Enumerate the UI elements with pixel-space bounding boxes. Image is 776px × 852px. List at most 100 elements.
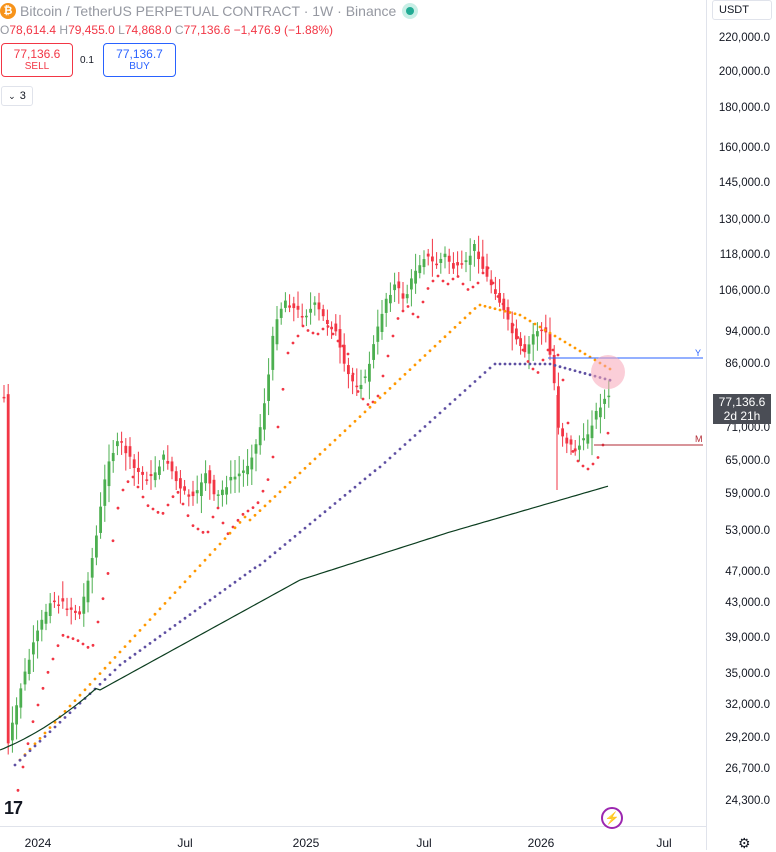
ma-orange-point xyxy=(448,330,452,334)
candle-body xyxy=(221,489,224,496)
candle-body xyxy=(6,394,10,744)
ma-orange-point xyxy=(118,650,122,654)
bar-countdown: 2d 21h xyxy=(723,409,761,423)
candle-body xyxy=(338,329,342,348)
ma-purple-point xyxy=(548,362,552,366)
ma-orange-point xyxy=(193,569,197,573)
ma-red-point xyxy=(186,514,190,518)
ma-purple-point xyxy=(403,443,407,446)
ma-orange-point xyxy=(218,542,222,546)
ma-red-point xyxy=(76,639,80,643)
ma-purple-point xyxy=(108,673,112,677)
indicators-toggle-button[interactable]: ⌄ 3 xyxy=(1,86,33,106)
ma-red-point xyxy=(86,645,90,649)
candle-body xyxy=(11,722,14,741)
ma-orange-point xyxy=(243,515,247,519)
candle-body xyxy=(65,608,69,610)
ma-orange-point xyxy=(273,495,277,498)
ma-purple-point xyxy=(553,363,557,367)
ma-red-point xyxy=(511,323,515,327)
ma-red-point xyxy=(456,275,460,278)
tradingview-logo[interactable]: 17 xyxy=(4,798,23,818)
ma-red-point xyxy=(336,339,340,343)
ma-purple-point xyxy=(508,362,512,366)
candle-body xyxy=(586,434,590,444)
ma-orange-point xyxy=(258,509,262,512)
time-tick: 2024 xyxy=(24,836,52,850)
candle-body xyxy=(569,439,573,445)
ma-red-point xyxy=(536,371,540,374)
ma-purple-point xyxy=(343,493,347,497)
candle-body xyxy=(540,329,543,332)
candle-body xyxy=(439,258,443,263)
ma-red-point xyxy=(211,515,215,519)
candle-body xyxy=(258,427,262,446)
ma-red-point xyxy=(411,312,415,316)
ma-purple-point xyxy=(63,716,67,719)
ma-orange-point xyxy=(238,521,242,524)
ma-purple-point xyxy=(73,706,77,710)
ma-orange-point xyxy=(313,457,317,461)
candle-body xyxy=(435,263,438,266)
ma-orange-point xyxy=(308,462,312,465)
candle-body xyxy=(401,293,405,299)
candle-body xyxy=(292,303,296,309)
candle-body xyxy=(170,461,174,472)
candle-body xyxy=(334,323,338,332)
spread-value: 0.1 xyxy=(80,55,94,66)
ma-red-point xyxy=(116,506,120,510)
ma-red-point xyxy=(546,348,550,352)
time-axis[interactable] xyxy=(0,826,706,850)
ma-purple-point xyxy=(513,362,517,366)
price-tick: 35,000.0 xyxy=(725,668,770,680)
ma-purple-point xyxy=(423,425,427,428)
ma-purple-point xyxy=(258,563,262,567)
ma-purple-point xyxy=(243,573,247,577)
candle-body xyxy=(573,448,577,452)
candle-body xyxy=(166,460,170,464)
ma-purple-point xyxy=(223,588,227,591)
ma-red-point xyxy=(506,311,510,314)
ma-orange-point xyxy=(88,683,92,686)
ma-red-point xyxy=(401,309,405,313)
ma-red-point xyxy=(221,521,225,525)
buy-button[interactable]: 77,136.7 BUY xyxy=(103,43,176,77)
price-tick: 65,000.0 xyxy=(725,455,770,467)
gear-icon[interactable]: ⚙ xyxy=(738,835,751,851)
price-tick: 59,000.0 xyxy=(725,488,770,500)
currency-button[interactable]: USDT xyxy=(712,0,772,20)
candle-body xyxy=(464,260,468,263)
ma-purple-point xyxy=(418,429,422,433)
ma-orange-point xyxy=(363,410,367,414)
candle-body xyxy=(48,603,52,617)
ma-red-point xyxy=(386,354,390,358)
ma-orange-point xyxy=(543,328,547,332)
candle-body xyxy=(23,671,27,685)
ma-purple-point xyxy=(228,584,232,588)
ma-red-point xyxy=(121,488,125,492)
symbol-header[interactable]: ₿ Bitcoin / TetherUS PERPETUAL CONTRACT … xyxy=(0,1,419,21)
ma-red-point xyxy=(171,495,175,499)
ma-red-point xyxy=(126,480,130,484)
ma-orange-point xyxy=(123,645,127,648)
ma-red-point xyxy=(111,539,115,543)
ma-red-point xyxy=(586,467,590,471)
symbol-title[interactable]: Bitcoin / TetherUS PERPETUAL CONTRACT · … xyxy=(20,3,397,19)
lightning-icon[interactable]: ⚡ xyxy=(601,807,623,829)
ma-purple-point xyxy=(28,749,32,753)
price-axis[interactable]: 220,000.0 200,000.0 180,000.0 160,000.0 145,… xyxy=(706,0,776,850)
candle-body xyxy=(229,476,233,481)
candle-body xyxy=(603,398,606,404)
market-status-icon[interactable] xyxy=(402,3,419,19)
sell-button[interactable]: 77,136.6 SELL xyxy=(1,43,73,77)
time-tick: Jul xyxy=(416,836,432,850)
price-chart[interactable]: YM xyxy=(0,0,706,826)
ma-orange-point xyxy=(393,382,397,386)
ma-red-point xyxy=(306,329,310,332)
ma-orange-point xyxy=(538,325,542,329)
candle-body xyxy=(44,611,48,624)
candle-body xyxy=(536,331,539,337)
ma-orange-point xyxy=(43,731,47,735)
ma-purple-point xyxy=(453,398,457,401)
